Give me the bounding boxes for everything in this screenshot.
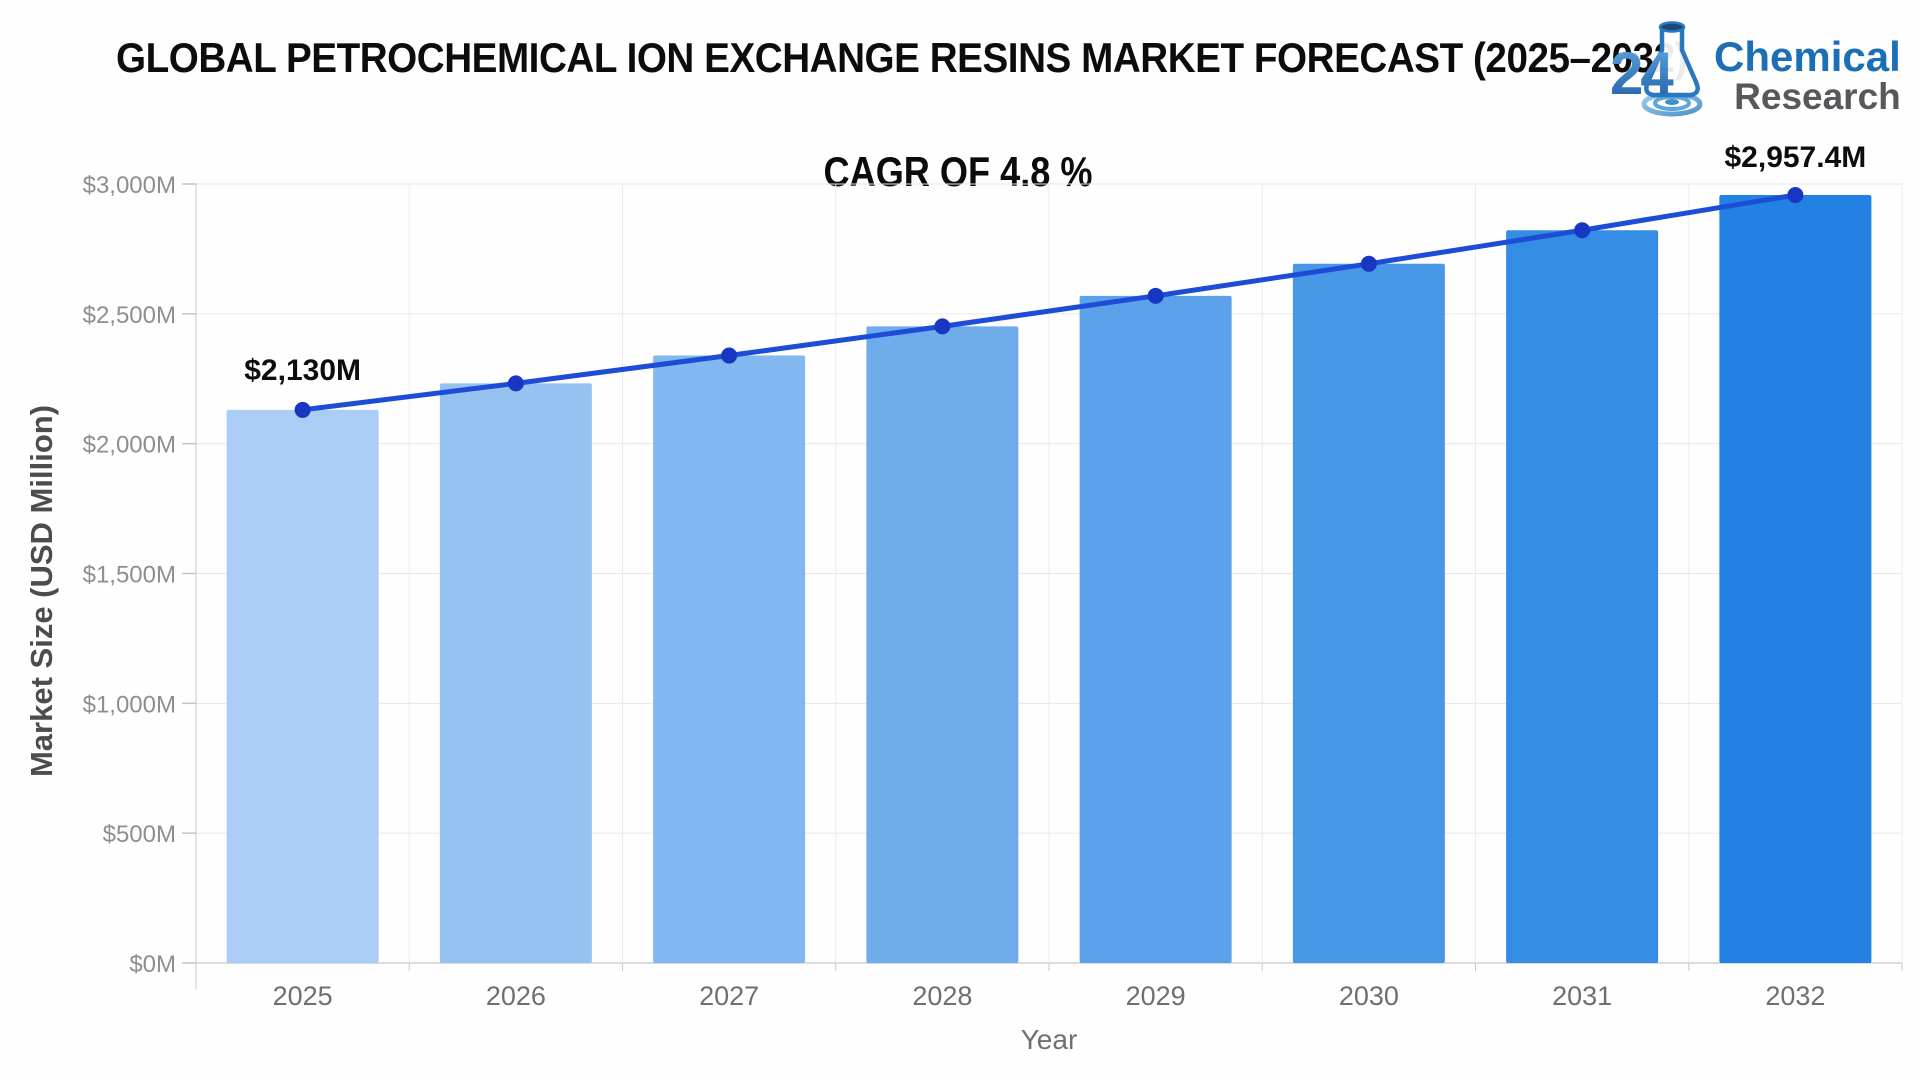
x-label-2029: 2029: [1126, 981, 1186, 1011]
bar-2029: [1079, 295, 1232, 963]
bar-2032: [1719, 195, 1872, 964]
data-point-2026: [507, 375, 524, 392]
y-tick-label: $500M: [103, 821, 176, 848]
bar-2028: [866, 326, 1019, 963]
logo-number: 24: [1612, 40, 1674, 107]
y-tick-label: $0M: [129, 951, 176, 978]
data-point-2027: [721, 347, 738, 364]
data-point-2029: [1147, 287, 1164, 304]
y-tick-label: $1,500M: [83, 562, 176, 589]
flask-body: [1644, 25, 1700, 98]
trend-line: [300, 192, 1798, 413]
bar-2026: [439, 383, 592, 963]
x-label-2030: 2030: [1339, 981, 1399, 1011]
page-title: GLOBAL PETROCHEMICAL ION EXCHANGE RESINS…: [116, 34, 1688, 81]
x-label-2028: 2028: [912, 981, 972, 1011]
x-label-2032: 2032: [1765, 981, 1825, 1011]
brand-name-top: Chemical: [1714, 33, 1901, 80]
y-tick-label: $3,000M: [83, 172, 176, 199]
data-point-2031: [1574, 222, 1591, 239]
flask-opening: [1658, 21, 1686, 33]
y-tick-label: $2,500M: [83, 302, 176, 329]
brand-name: Chemical Research: [1714, 18, 1901, 116]
y-tick-label: $1,000M: [83, 691, 176, 718]
x-label-2031: 2031: [1552, 981, 1612, 1011]
data-point-2030: [1360, 255, 1377, 272]
cagr-annotation: CAGR OF 4.8 %: [823, 148, 1093, 195]
bar-2025: [226, 409, 379, 963]
bar-2031: [1506, 230, 1659, 963]
data-point-2028: [934, 318, 951, 335]
bar-2027: [653, 355, 806, 964]
data-label-last: $2,957.4M: [1724, 141, 1866, 174]
y-tick-label: $2,000M: [83, 432, 176, 459]
data-label-first: $2,130M: [244, 354, 361, 387]
y-axis-title: Market Size (USD Million): [24, 405, 59, 777]
x-label-2025: 2025: [273, 981, 333, 1011]
data-point-2032: [1787, 187, 1804, 204]
brand-name-bottom: Research: [1734, 76, 1901, 117]
flask-icon: 24: [1612, 21, 1703, 117]
ripple-inner: [1665, 99, 1679, 105]
bar-2030: [1292, 263, 1445, 964]
brand-logo: 24 Chemical Research: [1612, 18, 1901, 120]
data-point-2025: [294, 401, 311, 418]
x-axis-title: Year: [1021, 1024, 1078, 1055]
x-label-2027: 2027: [699, 981, 759, 1011]
x-label-2026: 2026: [486, 981, 546, 1011]
